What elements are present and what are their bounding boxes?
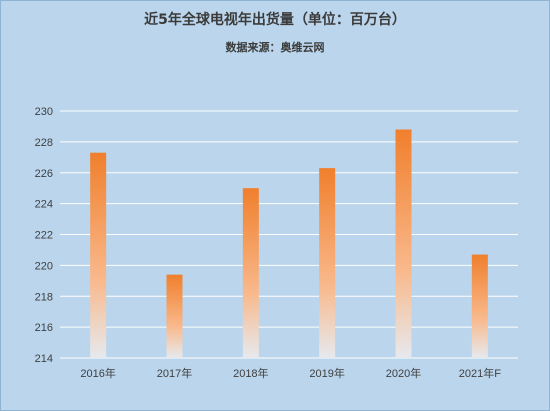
y-tick-label: 220 [35, 260, 53, 272]
y-tick-label: 216 [35, 322, 53, 334]
y-tick-label: 218 [35, 291, 53, 303]
y-tick-label: 228 [35, 137, 53, 149]
chart-subtitle: 数据来源：奥维云网 [225, 41, 325, 54]
y-tick-label: 226 [35, 168, 53, 180]
y-axis: 214 216 218 220 222 224 226 228 230 [35, 106, 53, 365]
bar-5 [471, 254, 488, 358]
x-tick-label: 2018年 [233, 366, 268, 380]
bar-1 [166, 274, 183, 358]
bars [90, 129, 488, 358]
bar-3 [319, 168, 336, 358]
chart-title: 近5年全球电视年出货量（单位：百万台） [144, 12, 406, 28]
x-tick-label: 2021年F [459, 366, 501, 380]
bar-4 [395, 129, 412, 358]
x-tick-label: 2019年 [309, 366, 344, 380]
bar-2 [242, 188, 259, 358]
y-tick-label: 230 [35, 106, 53, 118]
y-tick-label: 224 [35, 199, 53, 211]
gridlines [60, 110, 518, 359]
x-tick-label: 2017年 [157, 366, 192, 380]
x-tick-label: 2016年 [80, 366, 115, 380]
bar-0 [90, 152, 107, 358]
x-tick-label: 2020年 [386, 366, 421, 380]
y-tick-label: 222 [35, 230, 53, 242]
y-tick-label: 214 [35, 353, 53, 365]
x-axis: 2016年 2017年 2018年 2019年 2020年 2021年F [80, 366, 501, 380]
